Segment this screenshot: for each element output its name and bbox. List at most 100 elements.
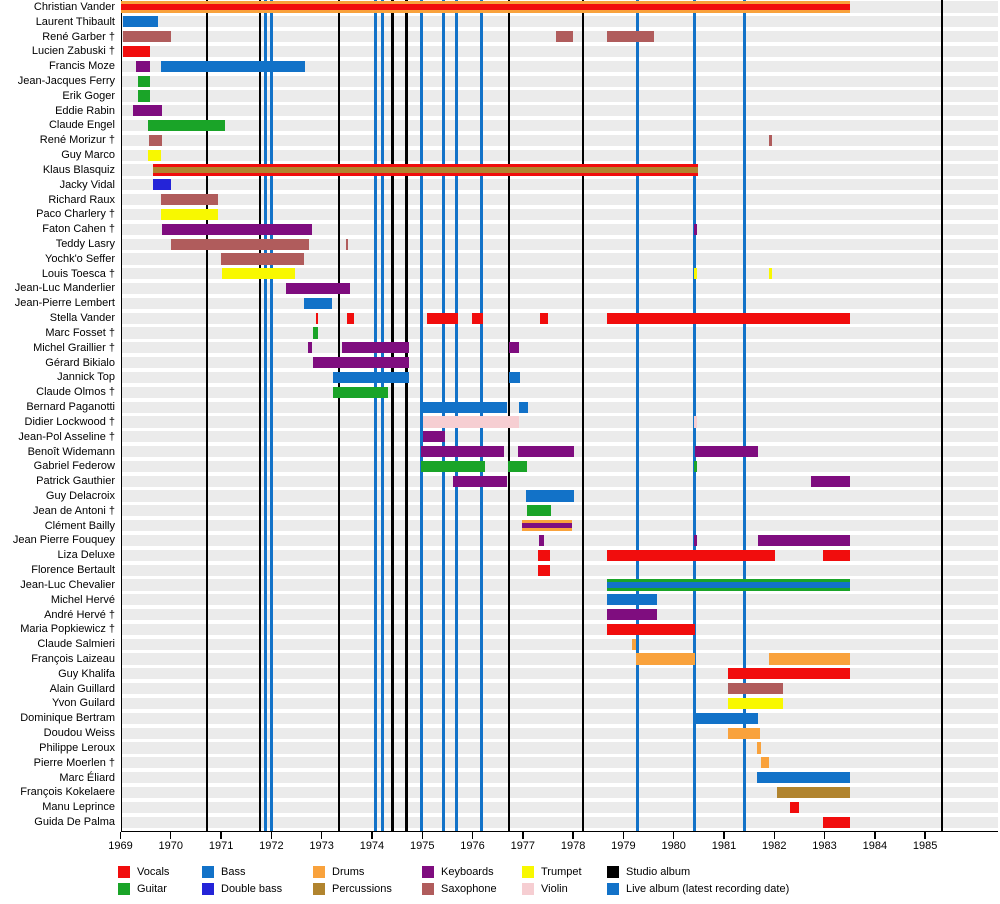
year-tick <box>823 831 826 839</box>
timeline-bar <box>221 253 305 265</box>
live-album-line <box>374 0 378 831</box>
timeline-bar <box>122 16 158 28</box>
studio-album-line <box>205 0 209 831</box>
year-label: 1981 <box>711 839 737 852</box>
legend-swatch-percussions <box>313 883 325 895</box>
timeline-row-band <box>120 594 998 606</box>
timeline-bar <box>152 179 171 191</box>
member-label: Doudou Weiss <box>43 727 115 740</box>
timeline-bar <box>421 446 505 458</box>
legend-swatch-live_album <box>607 883 619 895</box>
legend-swatch-double_bass <box>202 883 214 895</box>
timeline-row-band <box>120 475 998 487</box>
timeline-bar <box>525 490 575 502</box>
timeline-bar <box>332 386 388 398</box>
timeline-bar <box>421 401 507 413</box>
year-label: 1980 <box>661 839 686 852</box>
timeline-bar <box>757 772 850 784</box>
member-label: Marc Fosset † <box>45 326 115 339</box>
member-label: Jacky Vidal <box>59 178 115 191</box>
member-label: Claude Olmos † <box>36 386 115 399</box>
timeline-row-band <box>120 416 998 428</box>
legend-swatch-studio_album <box>607 866 619 878</box>
timeline-row-band <box>120 297 998 309</box>
member-label: Benoît Widemann <box>27 445 115 458</box>
member-label: Faton Cahen † <box>42 223 115 236</box>
timeline-bar <box>789 801 800 813</box>
member-label: Jean-Luc Manderlier <box>14 282 115 295</box>
legend-label: Live album (latest recording date) <box>626 882 790 895</box>
timeline-bar <box>170 238 310 250</box>
timeline-bar <box>508 460 527 472</box>
member-label: Jean de Antoni † <box>33 504 115 517</box>
timeline-row-band <box>120 623 998 636</box>
year-label: 1971 <box>208 839 234 852</box>
timeline-bar <box>694 446 759 458</box>
year-label: 1973 <box>309 839 334 852</box>
studio-album-line <box>391 0 394 831</box>
member-label: Francis Moze <box>48 60 115 73</box>
timeline-bar <box>286 282 350 295</box>
timeline-bar <box>304 297 332 309</box>
member-label: Guy Marco <box>61 149 115 162</box>
timeline-bar-stripe-vocals <box>121 4 850 10</box>
legend-swatch-trumpet <box>522 866 534 878</box>
member-label: Jean-Luc Chevalier <box>20 578 115 591</box>
timeline-bar <box>769 268 772 280</box>
studio-album-line <box>581 0 585 831</box>
timeline-row-band <box>120 45 998 58</box>
timeline-row-band <box>120 119 998 132</box>
live-album-line <box>454 0 458 831</box>
member-label: Patrick Gauthier <box>36 475 115 488</box>
timeline-bar <box>539 312 549 324</box>
legend-label: Drums <box>332 865 365 878</box>
timeline-row-band <box>120 16 998 28</box>
live-album-line <box>270 0 274 831</box>
member-label: Michel Graillier † <box>33 341 115 354</box>
member-label: Jean-Pol Asseline † <box>18 430 115 443</box>
live-album-line <box>635 0 639 831</box>
timeline-row-band <box>120 757 998 769</box>
timeline-row-band <box>120 505 998 517</box>
timeline-bar <box>422 431 445 443</box>
timeline-row-band <box>120 75 998 87</box>
timeline-bar-stripe-vocals <box>152 172 698 176</box>
year-tick <box>220 831 222 839</box>
year-label: 1977 <box>510 839 536 852</box>
timeline-bar <box>631 638 637 650</box>
timeline-bar-stripe-keyboards <box>521 522 573 529</box>
timeline-bar <box>811 475 850 487</box>
timeline-bar <box>136 60 151 72</box>
timeline-row-band <box>120 134 998 146</box>
timeline-bar <box>137 75 151 87</box>
legend-label: Saxophone <box>441 882 497 895</box>
timeline-bar-stripe-drums <box>121 1 850 5</box>
timeline-bar <box>758 534 850 547</box>
timeline-bar <box>137 90 151 102</box>
timeline-bar <box>757 742 761 754</box>
member-label: Gérard Bikialo <box>45 356 115 369</box>
member-label: Eddie Rabin <box>55 104 115 117</box>
timeline-row-band <box>120 327 998 339</box>
timeline-bar <box>332 371 410 384</box>
legend-label: Guitar <box>137 882 167 895</box>
year-label: 1983 <box>812 839 837 852</box>
member-label: Manu Leprince <box>42 801 115 814</box>
member-label: Michel Hervé <box>50 593 115 606</box>
timeline-bar <box>518 446 575 458</box>
timeline-bar <box>161 223 313 235</box>
timeline-bar <box>728 683 784 695</box>
year-tick <box>924 831 926 839</box>
timeline-row-band <box>120 179 998 191</box>
year-tick <box>421 831 423 839</box>
timeline-bar <box>769 653 850 665</box>
timeline-row-band <box>120 371 998 384</box>
timeline-row-band <box>120 282 998 295</box>
legend-label: Vocals <box>137 865 170 878</box>
timeline-bar-stripe-bass <box>606 582 850 588</box>
timeline-bar <box>635 653 695 665</box>
timeline-bar <box>346 238 349 250</box>
timeline-row-band <box>120 223 998 235</box>
timeline-bar <box>606 594 657 606</box>
year-label: 1984 <box>862 839 888 852</box>
